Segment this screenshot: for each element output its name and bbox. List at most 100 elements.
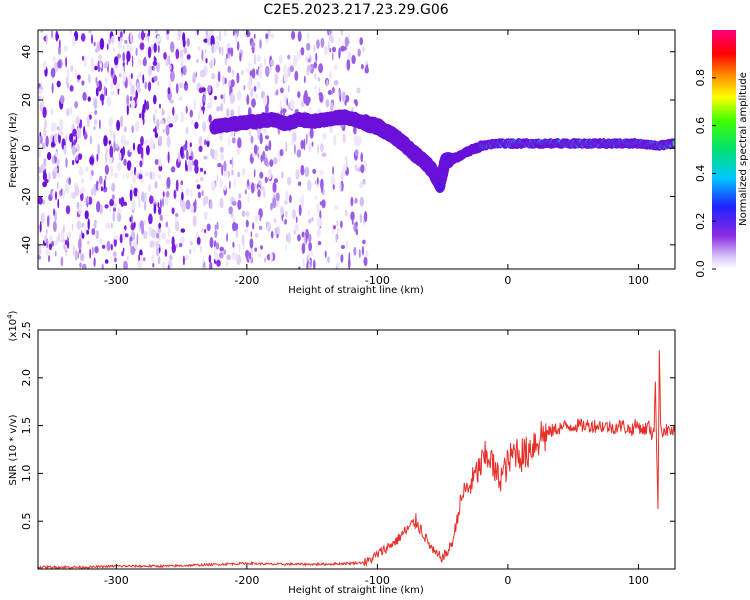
noise-speckle — [123, 64, 126, 73]
noise-speckle — [189, 204, 194, 213]
noise-speckle — [85, 166, 89, 172]
noise-speckle — [38, 148, 42, 158]
noise-speckle — [300, 194, 305, 207]
noise-speckle — [89, 156, 94, 165]
noise-speckle — [149, 171, 153, 180]
noise-speckle — [74, 185, 80, 197]
noise-speckle — [157, 81, 160, 86]
noise-speckle — [93, 98, 98, 110]
noise-speckle — [121, 251, 124, 257]
noise-speckle — [76, 220, 82, 230]
noise-speckle — [65, 56, 67, 68]
noise-speckle — [358, 136, 362, 146]
noise-speckle — [124, 140, 130, 146]
noise-speckle — [39, 221, 42, 233]
noise-speckle — [99, 204, 103, 215]
noise-speckle — [165, 190, 170, 198]
noise-speckle — [137, 197, 141, 209]
noise-speckle — [64, 239, 68, 246]
noise-speckle — [346, 59, 351, 71]
noise-speckle — [245, 68, 250, 73]
noise-speckle — [248, 129, 251, 137]
noise-speckle — [118, 197, 121, 205]
noise-speckle — [319, 170, 324, 176]
noise-speckle — [217, 162, 222, 168]
noise-speckle — [208, 30, 212, 37]
noise-speckle — [81, 232, 85, 239]
noise-speckle — [139, 249, 143, 257]
snr-y-scale-label: (x104) — [6, 310, 19, 341]
noise-speckle — [110, 67, 114, 76]
noise-speckle — [303, 75, 306, 84]
noise-speckle — [72, 191, 76, 200]
noise-speckle — [275, 64, 281, 73]
spectrogram-x-label: Height of straight line (km) — [288, 285, 424, 296]
snr-frame — [37, 329, 676, 570]
noise-speckle — [215, 40, 220, 51]
noise-speckle — [236, 147, 241, 155]
noise-speckle — [148, 226, 151, 239]
noise-speckle — [223, 160, 227, 172]
noise-speckle — [267, 168, 272, 180]
noise-speckle — [117, 30, 121, 37]
noise-speckle — [112, 211, 116, 223]
noise-speckle — [307, 58, 311, 63]
noise-speckle — [117, 209, 122, 214]
noise-speckle — [60, 95, 65, 104]
noise-speckle — [45, 135, 49, 148]
noise-speckle — [40, 30, 44, 33]
noise-speckle — [77, 238, 82, 250]
noise-speckle — [166, 176, 171, 189]
noise-speckle — [40, 163, 46, 171]
noise-speckle — [114, 75, 117, 83]
noise-speckle — [102, 186, 108, 193]
noise-speckle — [303, 138, 306, 151]
noise-speckle — [355, 100, 358, 107]
noise-speckle — [339, 95, 342, 102]
noise-speckle — [120, 115, 124, 128]
colorbar-tick-label: 0.4 — [694, 165, 707, 183]
noise-speckle — [153, 75, 158, 82]
y-tick-label: 0.5 — [20, 512, 33, 530]
noise-speckle — [185, 159, 187, 172]
noise-speckle — [210, 200, 213, 209]
noise-speckle — [169, 99, 174, 104]
noise-speckle — [76, 115, 79, 122]
noise-speckle — [122, 146, 126, 157]
noise-speckle — [236, 72, 240, 84]
noise-speckle — [157, 202, 160, 208]
noise-speckle — [130, 31, 133, 43]
noise-speckle — [202, 69, 206, 78]
noise-speckle — [313, 44, 316, 53]
noise-speckle — [155, 30, 158, 34]
noise-speckle — [116, 82, 120, 90]
noise-speckle — [220, 153, 225, 161]
noise-speckle — [296, 50, 299, 62]
noise-speckle — [300, 100, 305, 108]
noise-speckle — [324, 250, 327, 259]
noise-speckle — [221, 46, 224, 56]
noise-speckle — [298, 266, 301, 269]
noise-speckle — [180, 185, 183, 193]
noise-speckle — [238, 193, 242, 199]
noise-speckle — [327, 256, 330, 264]
noise-speckle — [166, 34, 170, 41]
noise-speckle — [362, 178, 366, 185]
noise-speckle — [202, 197, 206, 207]
noise-speckle — [42, 60, 47, 71]
noise-speckle — [293, 144, 296, 155]
noise-speckle — [306, 96, 311, 104]
noise-speckle — [113, 47, 116, 53]
noise-speckle — [303, 92, 308, 104]
noise-speckle — [272, 181, 277, 193]
noise-speckle — [53, 240, 58, 246]
noise-speckle — [46, 152, 52, 161]
noise-speckle — [317, 144, 319, 154]
noise-speckle — [196, 30, 199, 36]
noise-speckle — [104, 259, 109, 264]
noise-speckle — [353, 246, 357, 256]
noise-speckle — [308, 241, 312, 252]
noise-speckle — [243, 85, 246, 91]
noise-speckle — [237, 171, 241, 178]
noise-speckle — [297, 30, 302, 42]
